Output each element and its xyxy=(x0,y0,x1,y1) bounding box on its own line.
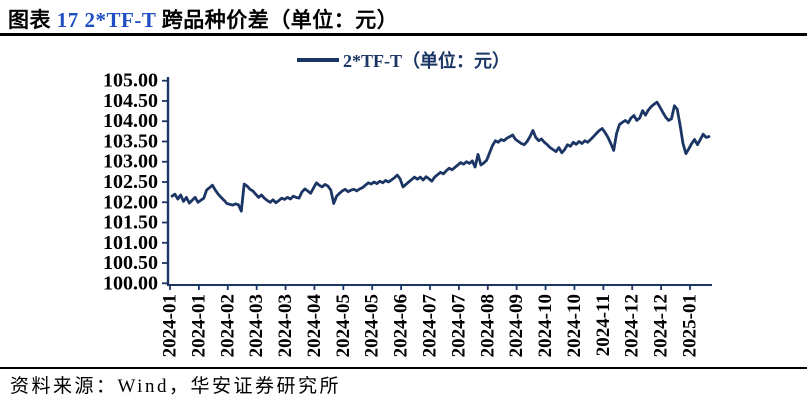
title-text: 跨品种价差（单位：元） xyxy=(161,8,399,32)
x-axis-label: 2024-07 xyxy=(448,294,469,358)
x-axis-label: 2024-10 xyxy=(535,294,556,357)
x-axis-label: 2025-01 xyxy=(680,294,701,357)
y-axis-label: 104.00 xyxy=(103,110,158,132)
y-axis-label: 101.00 xyxy=(103,232,158,254)
x-axis-label: 2024-11 xyxy=(593,294,614,356)
figure-title: 图表 17 2*TF-T 跨品种价差（单位：元） xyxy=(8,4,398,34)
y-axis-label: 101.50 xyxy=(103,212,158,234)
source-note: 资料来源：Wind，华安证券研究所 xyxy=(10,376,341,397)
x-axis-label: 2024-10 xyxy=(564,294,585,357)
x-axis-label: 2024-12 xyxy=(622,294,643,357)
x-axis-label: 2024-05 xyxy=(333,294,354,357)
y-axis-label: 104.50 xyxy=(103,90,158,112)
y-axis-label: 103.50 xyxy=(103,130,158,152)
series-line-2tf-t xyxy=(170,100,711,213)
x-axis-label: 2024-08 xyxy=(477,294,498,357)
x-axis-label: 2024-03 xyxy=(275,294,296,357)
title-accent: 17 2*TF-T xyxy=(56,8,156,32)
legend-label: 2*TF-T（单位：元） xyxy=(342,51,510,71)
y-axis-label: 102.50 xyxy=(103,171,158,193)
figure-label: 图表 xyxy=(8,8,51,32)
y-axis-label: 102.00 xyxy=(103,191,158,213)
x-axis-label: 2024-05 xyxy=(362,294,383,357)
x-axis-label: 2024-12 xyxy=(651,294,672,357)
x-axis-label: 2024-06 xyxy=(391,294,412,357)
x-axis-label: 2024-03 xyxy=(246,294,267,357)
x-axis-label: 2024-01 xyxy=(188,294,209,357)
x-axis-label: 2024-02 xyxy=(217,294,238,357)
legend-line-swatch xyxy=(296,58,339,62)
footer-divider xyxy=(0,367,807,369)
title-divider xyxy=(0,33,807,36)
x-axis-label: 2024-01 xyxy=(160,294,181,357)
x-axis-label: 2024-09 xyxy=(506,294,527,357)
x-axis-label: 2024-07 xyxy=(420,294,441,358)
y-axis-label: 105.00 xyxy=(103,70,158,92)
y-axis-label: 100.50 xyxy=(103,252,158,274)
x-axis-label: 2024-04 xyxy=(304,294,325,358)
y-axis-label: 100.00 xyxy=(103,272,158,294)
y-axis-label: 103.00 xyxy=(103,151,158,173)
chart-legend: 2*TF-T（单位：元） xyxy=(0,47,807,73)
